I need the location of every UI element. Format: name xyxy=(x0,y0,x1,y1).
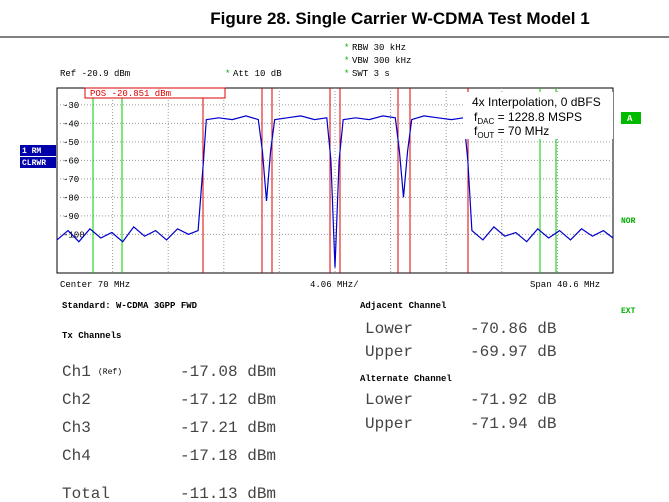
a-box xyxy=(621,112,641,124)
star: * xyxy=(344,56,349,66)
y-tick-label: -90 xyxy=(63,212,79,222)
rm-box xyxy=(20,145,56,156)
annotation-box xyxy=(463,92,613,139)
channel-power: -17.08 dBm xyxy=(180,363,276,381)
center: Center 70 MHz xyxy=(60,280,130,290)
annotation-part: f xyxy=(474,110,478,124)
channel-name: Ch1 xyxy=(62,363,91,381)
annotation-part: OUT xyxy=(477,131,494,140)
y-tick-label: -100 xyxy=(63,230,85,240)
annotation: fDAC = 1228.8 MSPS xyxy=(474,110,582,126)
star: * xyxy=(344,69,349,79)
adj-value: -70.86 dB xyxy=(470,320,556,338)
standard: Standard: W-CDMA 3GPP FWD xyxy=(62,301,198,311)
channel-power: -17.12 dBm xyxy=(180,391,276,409)
adj-name: Lower xyxy=(365,320,413,338)
table: Standard: W-CDMA 3GPP FWD Tx Channels Ch1 (… xyxy=(62,301,556,502)
channel-power: -17.18 dBm xyxy=(180,447,276,465)
channel-name: Ch2 xyxy=(62,391,91,409)
pos: POS -20.851 dBm xyxy=(90,89,171,99)
y-tick-label: -70 xyxy=(63,175,79,185)
clrwr: CLRWR xyxy=(22,159,46,168)
star: * xyxy=(225,69,230,79)
vbw: VBW 300 kHz xyxy=(352,56,411,66)
annotation: 4x Interpolation, 0 dBFS xyxy=(472,95,601,109)
channel-name: Ch3 xyxy=(62,419,91,437)
y-tick-label: -60 xyxy=(63,156,79,166)
trace xyxy=(56,115,614,268)
clrwr-box xyxy=(20,157,56,168)
total-power: -11.13 dBm xyxy=(180,485,276,502)
adj-value: -69.97 dB xyxy=(470,343,556,361)
rm: 1 RM xyxy=(22,147,41,156)
y-tick-label: -80 xyxy=(63,193,79,203)
y-tick-label: -30 xyxy=(63,101,79,111)
rbw: RBW 30 kHz xyxy=(352,43,406,53)
annotation-part: = 70 MHz xyxy=(494,124,549,138)
alt-name: Upper xyxy=(365,415,413,433)
title: Figure 28. Single Carrier W-CDMA Test Mo… xyxy=(210,9,589,28)
star: * xyxy=(344,43,349,53)
ext: EXT xyxy=(621,307,636,316)
adjacent-header: Adjacent Channel xyxy=(360,301,447,311)
annotation: fOUT = 70 MHz xyxy=(474,124,549,140)
div: 4.06 MHz/ xyxy=(310,280,359,290)
total-name: Total xyxy=(62,485,110,502)
span: Span 40.6 MHz xyxy=(530,280,600,290)
annotation-part: = 1228.8 MSPS xyxy=(494,110,582,124)
y-tick-label: -40 xyxy=(63,119,79,129)
y-tick-label: -50 xyxy=(63,138,79,148)
pos-box xyxy=(84,87,226,99)
plot: -30 -40 -50 -60 -70 -80 -90 -100 POS -20.851 dBm… xyxy=(56,87,614,274)
channel-power: -17.21 dBm xyxy=(180,419,276,437)
att: Att 10 dB xyxy=(233,69,282,79)
swt: SWT 3 s xyxy=(352,69,390,79)
ref: Ref -20.9 dBm xyxy=(60,69,130,79)
tx-header: Tx Channels xyxy=(62,331,121,341)
channel-name: Ch4 xyxy=(62,447,91,465)
alt-value: -71.94 dB xyxy=(470,415,556,433)
annotation-part: DAC xyxy=(477,117,494,126)
a: A xyxy=(627,114,633,124)
ref-label: (Ref) xyxy=(98,368,122,377)
alternate-header: Alternate Channel xyxy=(360,374,452,384)
annotation-part: f xyxy=(474,124,478,138)
alt-name: Lower xyxy=(365,391,413,409)
alt-value: -71.92 dB xyxy=(470,391,556,409)
nor: NOR xyxy=(621,217,636,226)
adj-name: Upper xyxy=(365,343,413,361)
